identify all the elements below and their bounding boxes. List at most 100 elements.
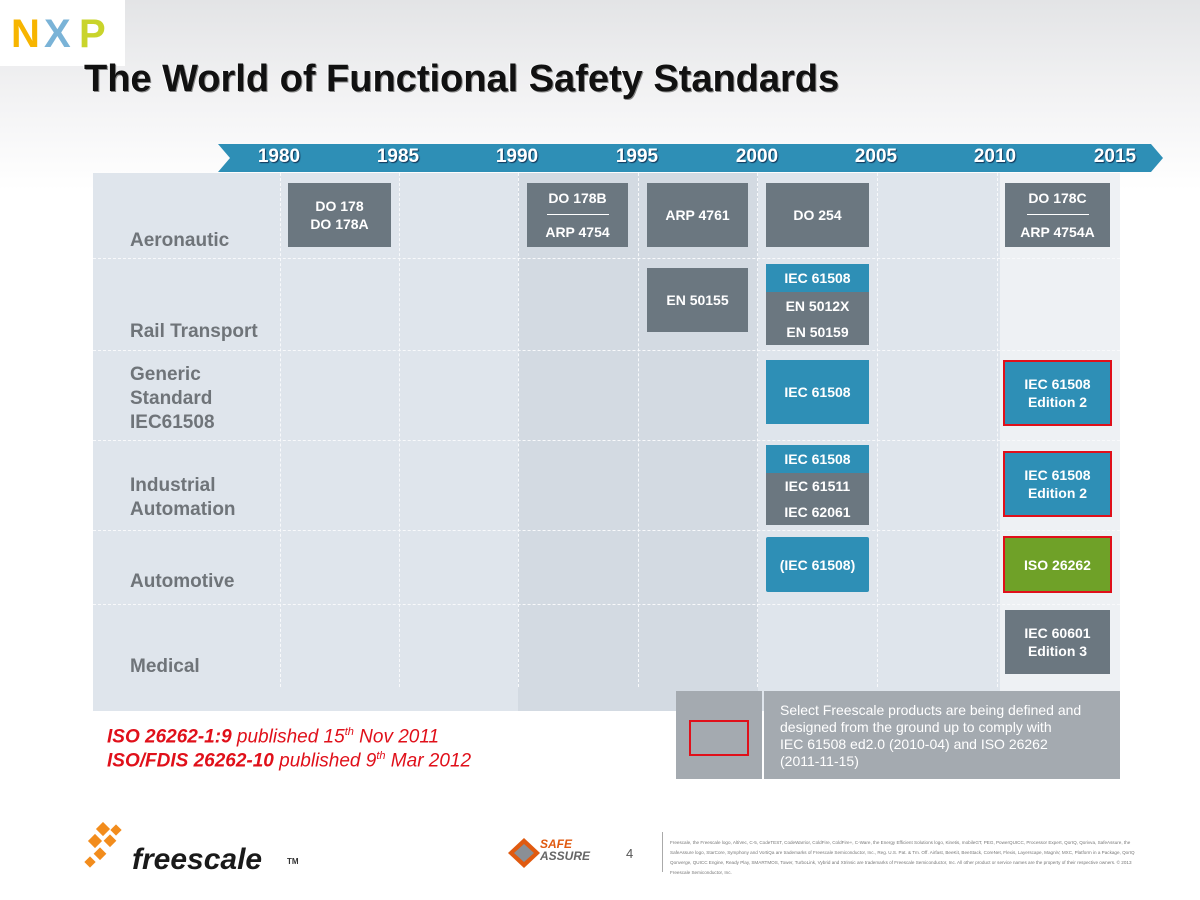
legend-swatch — [676, 691, 762, 779]
standard-label: DO 178A — [310, 216, 369, 232]
standard-do178: DO 178 DO 178A — [288, 183, 391, 247]
standard-label: (IEC 61508) — [779, 556, 856, 573]
publication-note: ISO/FDIS 26262-10 published 9th Mar 2012 — [107, 744, 471, 773]
grid-row-divider — [93, 604, 1120, 605]
legend-highlight-box — [689, 720, 749, 756]
standard-auto-iec61508: (IEC 61508) — [766, 537, 869, 592]
grid-row-divider — [93, 440, 1120, 441]
standard-generic-iec61508: IEC 61508 — [766, 360, 869, 424]
legend-text: Select Freescale products are being defi… — [764, 691, 1120, 779]
timeline-arrow — [218, 144, 1163, 172]
standard-arp4761: ARP 4761 — [647, 183, 748, 247]
category-aeronautic: Aeronautic — [130, 230, 230, 251]
year-label: 2010 — [973, 146, 1017, 167]
grid-divider — [638, 173, 639, 687]
note-date: Mar 2012 — [385, 750, 472, 772]
standard-do178b: DO 178B ARP 4754 — [527, 183, 628, 247]
slide-title: The World of Functional Safety Standards — [84, 58, 840, 100]
standard-do178c: DO 178C ARP 4754A — [1005, 183, 1110, 247]
note-text: published 9 — [273, 750, 377, 772]
logo-letter-x: X — [44, 12, 71, 56]
standard-rail-iec61508: IEC 61508 — [766, 264, 869, 292]
standard-label: DO 178 — [315, 198, 364, 214]
standard-label: DO 178B — [548, 190, 607, 206]
legend-line: (2011-11-15) — [780, 753, 859, 769]
note-date: Nov 2011 — [353, 726, 440, 748]
standard-label: Edition 2 — [1027, 485, 1088, 501]
year-label: 1980 — [257, 146, 301, 167]
standard-label: IEC 61508 — [1024, 467, 1091, 483]
footer-divider — [662, 832, 663, 872]
category-rail: Rail Transport — [130, 321, 258, 342]
standard-en5012x: EN 5012X — [766, 292, 869, 319]
grid-row-divider — [93, 350, 1120, 351]
standard-en50159: EN 50159 — [766, 319, 869, 345]
category-medical: Medical — [130, 656, 200, 677]
year-label: 2015 — [1093, 146, 1137, 167]
legend-line: Select Freescale products are being defi… — [780, 702, 1082, 718]
standard-iec61511: IEC 61511 — [766, 473, 869, 499]
standard-label: IEC 61508 — [784, 384, 851, 400]
standard-label: DO 178C — [1028, 190, 1087, 206]
year-label: 1995 — [615, 146, 659, 167]
standard-label: ARP 4754 — [545, 224, 610, 240]
standard-label: IEC 61508 — [1024, 376, 1091, 392]
category-line: Industrial — [130, 475, 216, 496]
year-label: 1990 — [495, 146, 539, 167]
logo-letter-p: P — [79, 12, 106, 56]
standard-iec62061: IEC 62061 — [766, 499, 869, 525]
standard-iec60601: IEC 60601 Edition 3 — [1005, 610, 1110, 674]
trademark-mark: TM — [287, 857, 299, 866]
standard-ind-iec61508-ed2: IEC 61508 Edition 2 — [1003, 451, 1112, 517]
standard-label: IEC 60601 — [1024, 625, 1091, 641]
legend-line: designed from the ground up to comply wi… — [780, 719, 1052, 735]
grid-divider — [757, 173, 758, 687]
standard-ind-iec61508: IEC 61508 — [766, 445, 869, 473]
category-line: Standard — [130, 388, 213, 409]
standard-label: ARP 4754A — [1020, 224, 1095, 240]
safeassure-logo-icon — [508, 838, 540, 868]
standard-label: DO 254 — [793, 207, 842, 223]
standard-label: Edition 3 — [1027, 643, 1088, 659]
category-line: Automation — [130, 499, 236, 520]
divider — [1026, 214, 1089, 215]
standard-name: ISO 26262-1:9 — [107, 726, 232, 748]
legend-line: IEC 61508 ed2.0 (2010-04) and ISO 26262 — [780, 736, 1048, 752]
publication-note: ISO 26262-1:9 published 15th Nov 2011 — [107, 720, 439, 749]
year-label: 1985 — [376, 146, 420, 167]
note-text: published 15 — [231, 726, 345, 748]
grid-divider — [877, 173, 878, 687]
standard-do254: DO 254 — [766, 183, 869, 247]
ordinal-suffix: th — [376, 750, 386, 762]
standard-label: ISO 26262 — [1024, 556, 1091, 573]
ordinal-suffix: th — [344, 726, 354, 738]
freescale-wordmark: freescale — [132, 843, 263, 876]
year-label: 2000 — [735, 146, 779, 167]
category-generic: Generic Standard IEC61508 — [130, 363, 215, 435]
grid-divider — [997, 173, 998, 687]
standard-generic-iec61508-ed2: IEC 61508 Edition 2 — [1003, 360, 1112, 426]
category-automotive: Automotive — [130, 571, 235, 592]
category-industrial: Industrial Automation — [130, 474, 236, 522]
standard-label: EN 50155 — [666, 292, 729, 308]
divider — [546, 214, 609, 215]
trademark-fine-print: Freescale, the Freescale logo, AltiVec, … — [670, 840, 1135, 875]
grid-row-divider — [93, 530, 1120, 531]
grid-divider — [280, 173, 281, 687]
logo-letter-n: N — [11, 12, 40, 56]
year-label: 2005 — [854, 146, 898, 167]
grid-divider — [518, 173, 519, 687]
grid-row-divider — [93, 258, 1120, 259]
nxp-logo: N X P — [0, 0, 125, 66]
category-line: Generic — [130, 364, 201, 385]
standard-label: Edition 2 — [1027, 394, 1088, 410]
freescale-logo-icon — [84, 822, 122, 868]
safeassure-assure: ASSURE — [540, 849, 591, 863]
standard-name: ISO/FDIS 26262-10 — [107, 750, 274, 772]
grid-divider — [399, 173, 400, 687]
standard-en50155: EN 50155 — [647, 268, 748, 332]
page-number: 4 — [626, 846, 634, 861]
safeassure-safe: SAFE — [540, 837, 573, 851]
category-line: IEC61508 — [130, 412, 215, 433]
standard-iso26262: ISO 26262 — [1003, 536, 1112, 593]
